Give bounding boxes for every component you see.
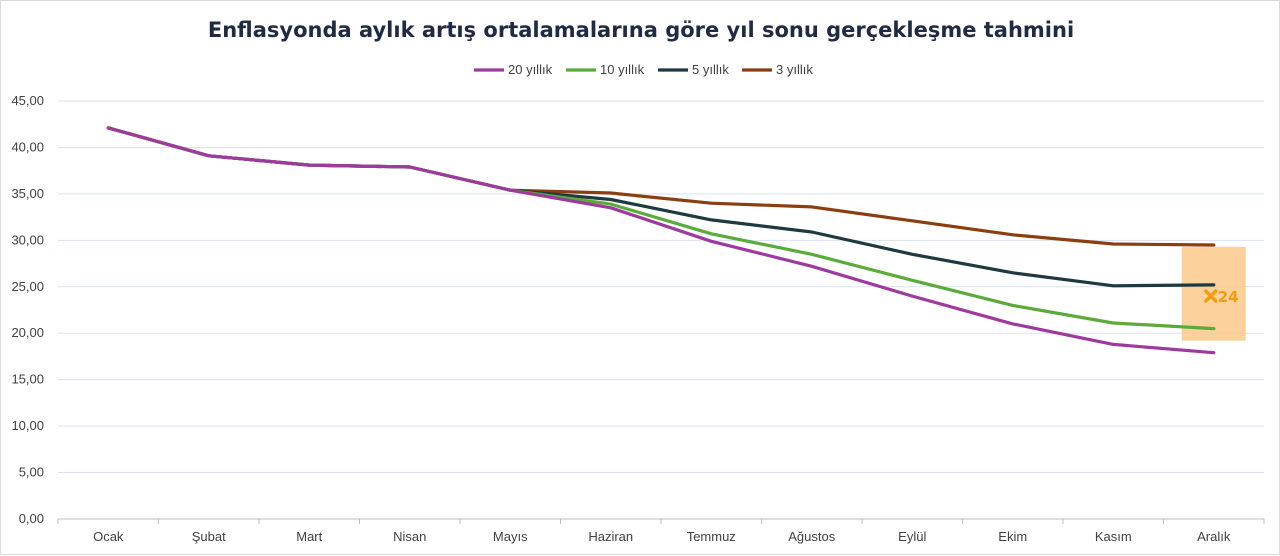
gridlines (58, 100, 1264, 474)
y-tick-label: 30,00 (11, 232, 44, 247)
y-axis: 0,00 5,00 10,00 15,00 20,00 25,00 30,00 35,00 40… (11, 93, 44, 526)
legend-item: 20 yıllık (474, 62, 553, 77)
x-tick-label: Mayıs (493, 529, 528, 544)
annotation-marker (1204, 289, 1218, 303)
legend-label: 5 yıllık (692, 62, 729, 77)
x-tick-label: Şubat (192, 529, 226, 544)
x-tick-label: Kasım (1095, 529, 1132, 544)
x-tick-label: Nisan (393, 529, 426, 544)
chart-title: Enflasyonda aylık artış ortalamalarına g… (208, 18, 1074, 42)
x-tick-label: Ağustos (788, 529, 835, 544)
annotation: 24 (1204, 288, 1239, 306)
legend-item: 5 yıllık (658, 62, 729, 77)
legend-label: 20 yıllık (508, 62, 553, 77)
series-line (106, 126, 1216, 331)
y-tick-label: 35,00 (11, 186, 44, 201)
x-axis: Ocak Şubat Mart Nisan Mayıs Haziran Temmuz Ağus… (57, 518, 1265, 544)
series-lines (106, 126, 1216, 355)
y-tick-label: 10,00 (11, 418, 44, 433)
series-line (106, 126, 1216, 355)
x-tick-label: Mart (296, 529, 322, 544)
y-tick-label: 0,00 (19, 511, 44, 526)
x-tick-label: Temmuz (687, 529, 736, 544)
legend-label: 3 yıllık (776, 62, 813, 77)
x-tick-label: Ocak (93, 529, 124, 544)
legend: 20 yıllık 10 yıllık 5 yıllık 3 yıllık (474, 62, 813, 77)
x-tick-label: Haziran (588, 529, 633, 544)
y-tick-label: 15,00 (11, 372, 44, 387)
series-line (106, 126, 1216, 288)
x-tick-label: Ekim (998, 529, 1027, 544)
y-tick-label: 5,00 (19, 465, 44, 480)
x-tick-label: Eylül (898, 529, 926, 544)
series-line (106, 126, 1216, 247)
y-tick-label: 45,00 (11, 93, 44, 108)
legend-label: 10 yıllık (600, 62, 645, 77)
annotation-label: 24 (1218, 288, 1239, 306)
legend-item: 3 yıllık (742, 62, 813, 77)
x-tick-label: Aralık (1197, 529, 1231, 544)
y-tick-label: 20,00 (11, 325, 44, 340)
y-tick-label: 40,00 (11, 139, 44, 154)
y-tick-label: 25,00 (11, 279, 44, 294)
legend-item: 10 yıllık (566, 62, 645, 77)
